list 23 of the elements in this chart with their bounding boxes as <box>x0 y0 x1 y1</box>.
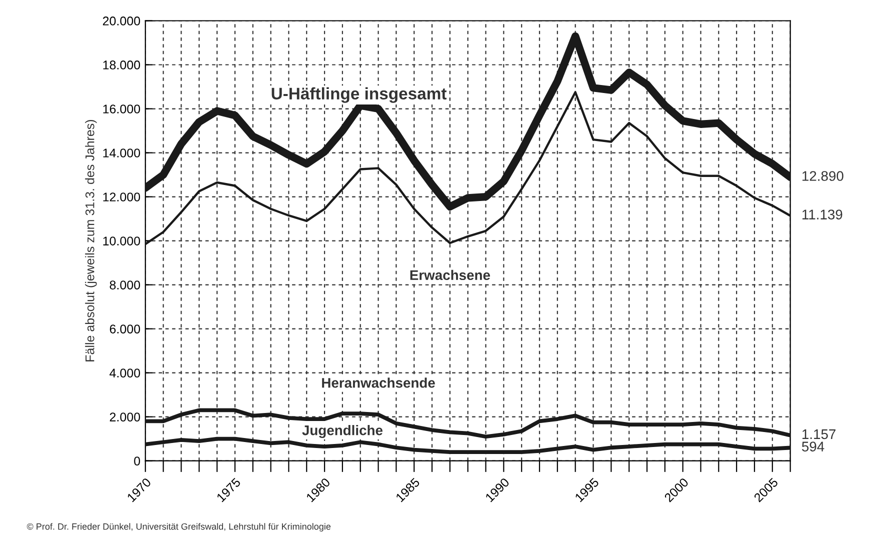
data-label: 11.139 <box>802 210 842 220</box>
y-tick-label: 0 <box>134 456 140 466</box>
series-label: U-Häftlinge insgesamt <box>272 87 447 103</box>
data-label: 594 <box>802 442 824 452</box>
y-tick-label: 20.000 <box>102 16 140 26</box>
y-tick-label: 4.000 <box>110 368 140 378</box>
line-series <box>145 408 790 439</box>
text: © Prof. Dr. Frieder Dünkel, Universität Greifswald, Lehrstuhl für Kriminologie <box>26 523 331 532</box>
y-axis-title: Fälle absolut (jeweils zum 31.3. des Jahres) <box>85 120 97 362</box>
y-tick-label: 16.000 <box>103 104 140 114</box>
y-tick-label: 18.000 <box>103 60 140 70</box>
y-tick-label: 12.000 <box>103 192 140 202</box>
y-tick-label: 10.000 <box>103 236 140 246</box>
data-label: 1.157 <box>802 429 836 440</box>
line-series <box>145 436 790 454</box>
y-tick-label: 6.000 <box>110 324 140 334</box>
y-tick-label: 14.000 <box>103 148 140 158</box>
series-label: Jugendliche <box>302 425 382 438</box>
y-tick-label: 2.000 <box>110 412 140 422</box>
data-label: 12.890 <box>802 171 844 181</box>
text: Erwachsene <box>410 270 490 280</box>
y-tick-label: 8.000 <box>110 280 140 290</box>
text: Heranwachsende <box>322 378 435 388</box>
